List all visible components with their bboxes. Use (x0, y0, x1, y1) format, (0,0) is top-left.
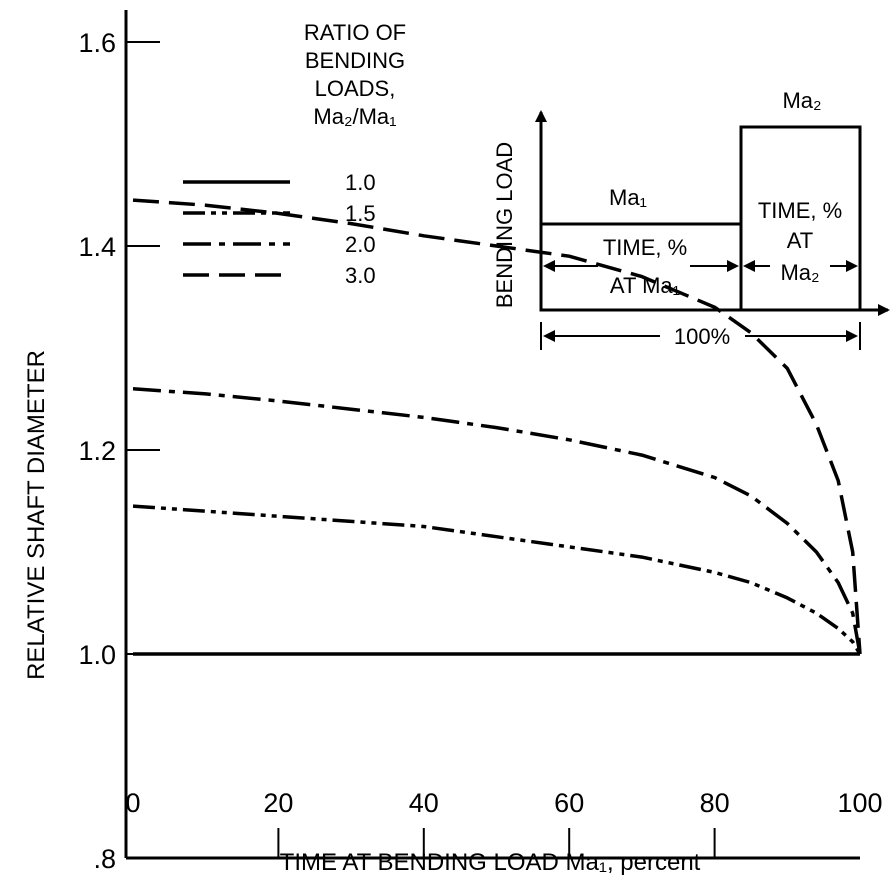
series-line-2-0 (132, 387, 862, 655)
y-axis-title: RELATIVE SHAFT DIAMETER (23, 350, 50, 680)
inset-total-label: 100% (674, 324, 730, 349)
x-tick-label: 60 (554, 788, 584, 818)
inset-time-ma1-line-2: AT Ma₁ (610, 273, 680, 298)
series-lines (132, 198, 862, 656)
x-ticks: 0 20 40 60 80 100 (125, 788, 883, 858)
legend-title-line-4: Ma₂/Ma₁ (313, 104, 396, 129)
legend-label-2-0: 2.0 (345, 232, 376, 257)
y-tick-label: 1.0 (78, 640, 116, 670)
y-tick-label: .8 (93, 844, 116, 874)
legend-title-line-1: RATIO OF (304, 20, 406, 45)
legend-label-3-0: 3.0 (345, 263, 376, 288)
series-line-1-5 (132, 504, 862, 655)
inset-ma1-label: Ma₁ (609, 185, 647, 210)
x-tick-label: 20 (263, 788, 293, 818)
y-tick-label: 1.6 (78, 28, 116, 58)
legend: RATIO OF BENDING LOADS, Ma₂/Ma₁ 1.0 1.5 2.… (183, 20, 406, 288)
y-ticks: .8 1.0 1.2 1.4 1.6 (78, 28, 160, 874)
x-axis-title: TIME AT BENDING LOAD Ma₁, percent (280, 849, 701, 876)
x-tick-label: 100 (837, 788, 882, 818)
inset-time-ma1-line-1: TIME, % (603, 235, 687, 260)
inset-ma2-label: Ma₂ (782, 88, 821, 113)
inset-time-ma2-line-3: Ma₂ (780, 260, 819, 285)
legend-label-1-5: 1.5 (345, 201, 376, 226)
series-line-3-0 (132, 198, 862, 655)
x-tick-label: 40 (409, 788, 439, 818)
inset-time-ma2-line-1: TIME, % (758, 198, 842, 223)
x-tick-label: 0 (125, 788, 140, 818)
inset-diagram: BENDING LOAD Ma₁ Ma₂ TIME, % AT Ma₁ TIME… (492, 88, 890, 350)
legend-title-line-2: BENDING (305, 48, 405, 73)
inset-bending-load-label: BENDING LOAD (492, 142, 517, 308)
legend-title-line-3: LOADS, (315, 76, 396, 101)
inset-time-ma2-line-2: AT (787, 228, 813, 253)
y-tick-label: 1.2 (78, 436, 116, 466)
legend-entries: 1.0 1.5 2.0 3.0 (183, 170, 376, 288)
inset-ma2-block (739, 125, 862, 312)
plot-axes (124, 10, 860, 860)
legend-label-1-0: 1.0 (345, 170, 376, 195)
x-tick-label: 80 (700, 788, 730, 818)
y-tick-label: 1.4 (78, 232, 116, 262)
